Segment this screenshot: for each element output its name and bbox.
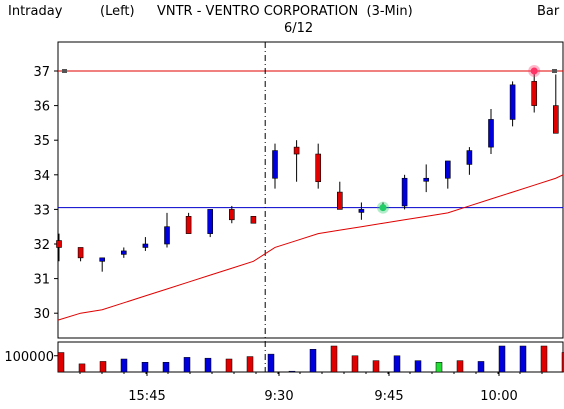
candle-body xyxy=(207,209,213,234)
volume-bar xyxy=(183,357,191,373)
y-tick-label: 32 xyxy=(33,238,50,253)
volume-bar xyxy=(330,345,338,373)
candle-body xyxy=(293,146,300,155)
candle-body xyxy=(423,177,430,182)
candle-body xyxy=(164,226,170,245)
candle-body xyxy=(401,177,408,207)
volume-bar xyxy=(120,358,128,373)
y-tick-label: 35 xyxy=(33,134,50,149)
candle-body xyxy=(56,240,62,248)
chart-title: VNTR - VENTRO CORPORATION (3-Min) xyxy=(157,4,413,19)
volume-bar xyxy=(225,358,233,373)
candle-body xyxy=(552,105,559,134)
reference-line-handle xyxy=(552,69,557,73)
moving-average-line xyxy=(57,174,564,321)
volume-bar xyxy=(561,352,564,373)
candle-body xyxy=(488,119,494,148)
candle-body xyxy=(358,209,365,213)
volume-bar xyxy=(414,360,422,373)
volume-bar xyxy=(309,349,317,373)
mode-label: Intraday xyxy=(8,4,63,19)
candle-body xyxy=(229,209,235,221)
candle-body xyxy=(142,243,149,248)
volume-bar xyxy=(372,360,380,373)
x-tick-label: 10:00 xyxy=(480,389,517,404)
candle-body xyxy=(250,216,257,224)
candle-body xyxy=(272,150,278,179)
candle-body xyxy=(444,160,451,179)
candle-body xyxy=(531,81,538,106)
volume-bar xyxy=(477,361,485,373)
candle-body xyxy=(315,153,322,183)
volume-bar xyxy=(393,355,401,373)
volume-bar xyxy=(519,345,527,373)
volume-bar xyxy=(456,360,464,373)
marker-dot xyxy=(530,67,538,75)
volume-bar xyxy=(57,352,65,373)
y-tick-label: 33 xyxy=(33,203,50,218)
candle-body xyxy=(77,247,84,259)
volume-bar xyxy=(267,353,275,373)
candle-body xyxy=(99,257,105,262)
volume-bar xyxy=(246,356,254,373)
candle-body xyxy=(466,150,473,165)
x-tick-label: 15:45 xyxy=(128,389,165,404)
volume-bar xyxy=(540,345,548,373)
price-panel-frame xyxy=(57,41,564,339)
y-tick-label: 34 xyxy=(33,169,50,184)
x-tick-label: 9:30 xyxy=(264,389,293,404)
reference-line-handle xyxy=(62,69,67,73)
volume-bar xyxy=(498,345,506,373)
volume-bar xyxy=(351,355,359,373)
y-tick-label: 37 xyxy=(33,65,50,80)
volume-bar xyxy=(288,370,296,373)
candle-body xyxy=(121,250,127,255)
volume-bar xyxy=(78,363,86,373)
marker-dot xyxy=(379,204,387,212)
volume-bar xyxy=(99,361,107,373)
axis-side-label: (Left) xyxy=(100,4,135,19)
y-tick-label: 31 xyxy=(33,273,50,288)
candle-body xyxy=(185,216,192,234)
chart-date: 6/12 xyxy=(284,21,314,36)
volume-bar xyxy=(435,362,443,373)
x-tick-label: 9:45 xyxy=(374,389,403,404)
volume-bar xyxy=(141,362,149,373)
y-tick-label: 30 xyxy=(33,307,50,322)
volume-y-tick-label: 100000 xyxy=(4,350,54,365)
y-tick-label: 36 xyxy=(33,100,50,115)
volume-bar xyxy=(162,362,170,373)
candle-body xyxy=(336,191,343,210)
volume-bar xyxy=(204,357,212,373)
candle-body xyxy=(509,84,516,120)
chart-style-button[interactable]: Bar xyxy=(537,4,560,19)
